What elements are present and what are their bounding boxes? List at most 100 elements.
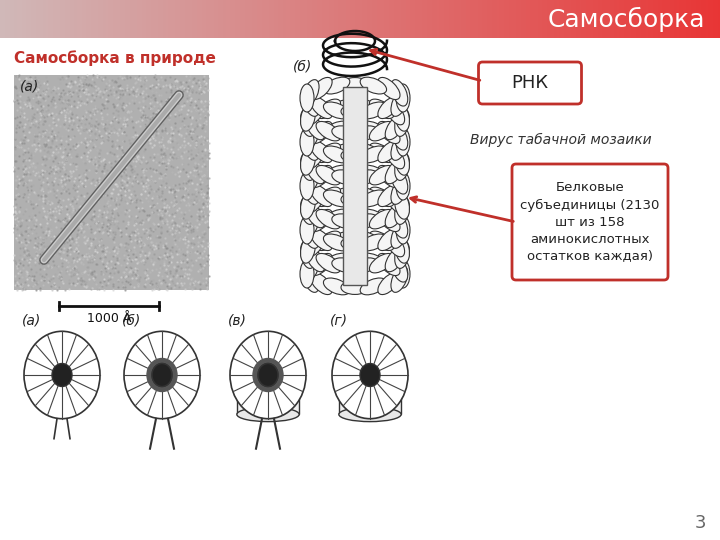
Ellipse shape xyxy=(305,232,325,257)
Text: (а): (а) xyxy=(20,80,40,94)
Ellipse shape xyxy=(323,102,350,119)
Bar xyxy=(161,0,164,38)
Bar xyxy=(338,0,342,38)
Text: (г): (г) xyxy=(330,313,348,327)
Bar xyxy=(182,0,186,38)
Ellipse shape xyxy=(391,222,408,248)
Ellipse shape xyxy=(396,84,410,112)
Bar xyxy=(701,0,704,38)
Bar xyxy=(614,0,618,38)
Bar xyxy=(156,0,159,38)
Bar xyxy=(391,0,395,38)
Bar xyxy=(641,0,644,38)
Bar xyxy=(521,0,524,38)
Bar xyxy=(509,0,512,38)
Bar xyxy=(135,0,138,38)
Bar xyxy=(106,0,109,38)
Bar xyxy=(523,0,526,38)
Ellipse shape xyxy=(351,258,378,273)
Bar xyxy=(346,0,349,38)
Bar xyxy=(554,0,558,38)
Bar xyxy=(122,0,126,38)
Bar xyxy=(297,0,301,38)
Bar xyxy=(343,87,367,285)
Ellipse shape xyxy=(395,104,410,131)
Bar xyxy=(235,0,238,38)
Bar xyxy=(617,0,620,38)
Ellipse shape xyxy=(310,228,332,251)
Bar xyxy=(495,0,498,38)
Bar xyxy=(247,0,251,38)
Ellipse shape xyxy=(369,122,394,141)
Ellipse shape xyxy=(385,247,405,272)
Bar xyxy=(60,0,63,38)
Bar xyxy=(679,0,683,38)
Ellipse shape xyxy=(341,192,369,206)
Bar xyxy=(689,0,692,38)
Bar xyxy=(420,0,423,38)
Bar xyxy=(351,0,354,38)
Bar xyxy=(365,0,368,38)
Ellipse shape xyxy=(302,212,319,238)
Text: Самосборка: Самосборка xyxy=(547,6,705,31)
Bar xyxy=(646,0,649,38)
Ellipse shape xyxy=(378,273,400,295)
Bar xyxy=(7,0,11,38)
Bar xyxy=(557,0,560,38)
Ellipse shape xyxy=(378,140,400,163)
Bar xyxy=(461,0,464,38)
Ellipse shape xyxy=(323,209,350,226)
Bar xyxy=(63,0,66,38)
Bar xyxy=(456,0,459,38)
Bar xyxy=(590,0,594,38)
Ellipse shape xyxy=(378,210,400,232)
Bar xyxy=(266,0,270,38)
Bar xyxy=(578,0,582,38)
Bar xyxy=(27,0,30,38)
Bar xyxy=(192,0,195,38)
Ellipse shape xyxy=(300,235,315,263)
Bar xyxy=(360,0,364,38)
Ellipse shape xyxy=(395,235,410,263)
Bar xyxy=(526,0,529,38)
Ellipse shape xyxy=(360,165,387,182)
Ellipse shape xyxy=(395,147,410,175)
Bar xyxy=(603,0,606,38)
Bar xyxy=(454,0,457,38)
Bar xyxy=(545,0,548,38)
Bar xyxy=(252,0,256,38)
Bar xyxy=(189,0,193,38)
Ellipse shape xyxy=(378,165,400,187)
Bar xyxy=(168,0,171,38)
Bar xyxy=(74,0,78,38)
Ellipse shape xyxy=(300,104,315,131)
Ellipse shape xyxy=(316,210,341,229)
Bar xyxy=(67,0,71,38)
Bar xyxy=(230,0,234,38)
Bar xyxy=(552,0,555,38)
Bar xyxy=(708,0,711,38)
Ellipse shape xyxy=(300,197,315,225)
Ellipse shape xyxy=(395,241,410,268)
Bar xyxy=(562,0,565,38)
Ellipse shape xyxy=(396,260,410,288)
Bar xyxy=(221,0,224,38)
Bar xyxy=(576,0,580,38)
Bar xyxy=(362,0,366,38)
Bar xyxy=(341,0,344,38)
Bar xyxy=(459,0,462,38)
Bar xyxy=(621,0,625,38)
Bar xyxy=(70,0,73,38)
Ellipse shape xyxy=(378,185,400,207)
Bar xyxy=(120,0,123,38)
Ellipse shape xyxy=(310,97,332,119)
Bar xyxy=(463,0,467,38)
Bar xyxy=(261,0,265,38)
Bar xyxy=(437,0,440,38)
Bar xyxy=(441,0,445,38)
Ellipse shape xyxy=(305,159,325,184)
Bar xyxy=(319,0,323,38)
Ellipse shape xyxy=(395,197,410,225)
Bar xyxy=(655,0,659,38)
Bar xyxy=(634,0,637,38)
